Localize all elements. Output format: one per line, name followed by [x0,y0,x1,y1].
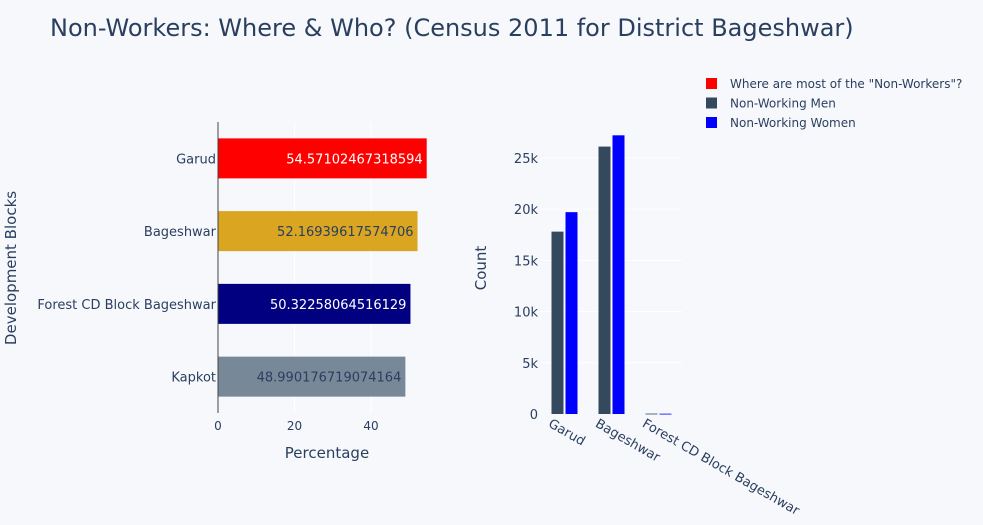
bar-value-label: 48.990176719074164 [257,371,402,386]
bar-kapkot [218,356,406,397]
bar-bageshwar [218,211,418,252]
bar-non-working-men [551,231,564,414]
bar-non-working-women [659,413,672,415]
legend-swatch [706,117,717,128]
x-tick-label: 0 [214,419,222,433]
legend-swatch [706,97,717,109]
y-tick-label: 15k [514,254,539,269]
legend-label: Where are most of the "Non-Workers"? [730,77,962,91]
x-axis-title: Percentage [285,444,369,462]
y-axis-title: Count [472,246,490,291]
legend-item[interactable]: Where are most of the "Non-Workers"? [706,77,962,91]
bar-non-working-women [612,135,625,414]
left-bar-chart: 0 20 40 54.57102467318594 Garud 52.1693961757… [2,122,427,462]
y-tick-label: Bageshwar [144,225,217,240]
bar-value-label: 50.32258064516129 [270,298,406,313]
y-tick-label: 25k [514,152,539,167]
bar-forest-cd-block-bageshwar [218,283,411,324]
x-tick-label: 20 [287,419,302,433]
y-tick-label: 10k [514,306,539,321]
y-tick-label: Kapkot [171,371,216,386]
legend-item[interactable]: Non-Working Men [706,97,836,111]
x-tick-label: 40 [363,419,378,433]
bar-value-label: 54.57102467318594 [286,152,422,167]
bar-garud [218,138,427,179]
x-tick-label: Garud [546,416,588,449]
legend-swatch [706,78,717,89]
y-tick-label: Forest CD Block Bageshwar [37,298,216,313]
y-tick-label: 20k [514,203,539,218]
bar-non-working-men [645,413,658,415]
bar-value-label: 52.16939617574706 [277,225,413,240]
y-tick-label: 0 [530,408,538,423]
legend[interactable]: Where are most of the "Non-Workers"? Non-… [706,77,962,130]
bar-non-working-men [598,146,611,414]
legend-item[interactable]: Non-Working Women [706,116,856,130]
legend-label: Non-Working Men [730,97,836,111]
y-axis-title: Development Blocks [2,191,20,345]
y-tick-label: Garud [176,152,216,167]
bar-non-working-women [565,212,578,414]
x-tick-label: Forest CD Block Bageshwar [640,416,803,519]
legend-label: Non-Working Women [730,116,856,130]
chart-title: Non-Workers: Where & Who? (Census 2011 f… [50,14,854,42]
y-tick-label: 5k [522,357,538,372]
